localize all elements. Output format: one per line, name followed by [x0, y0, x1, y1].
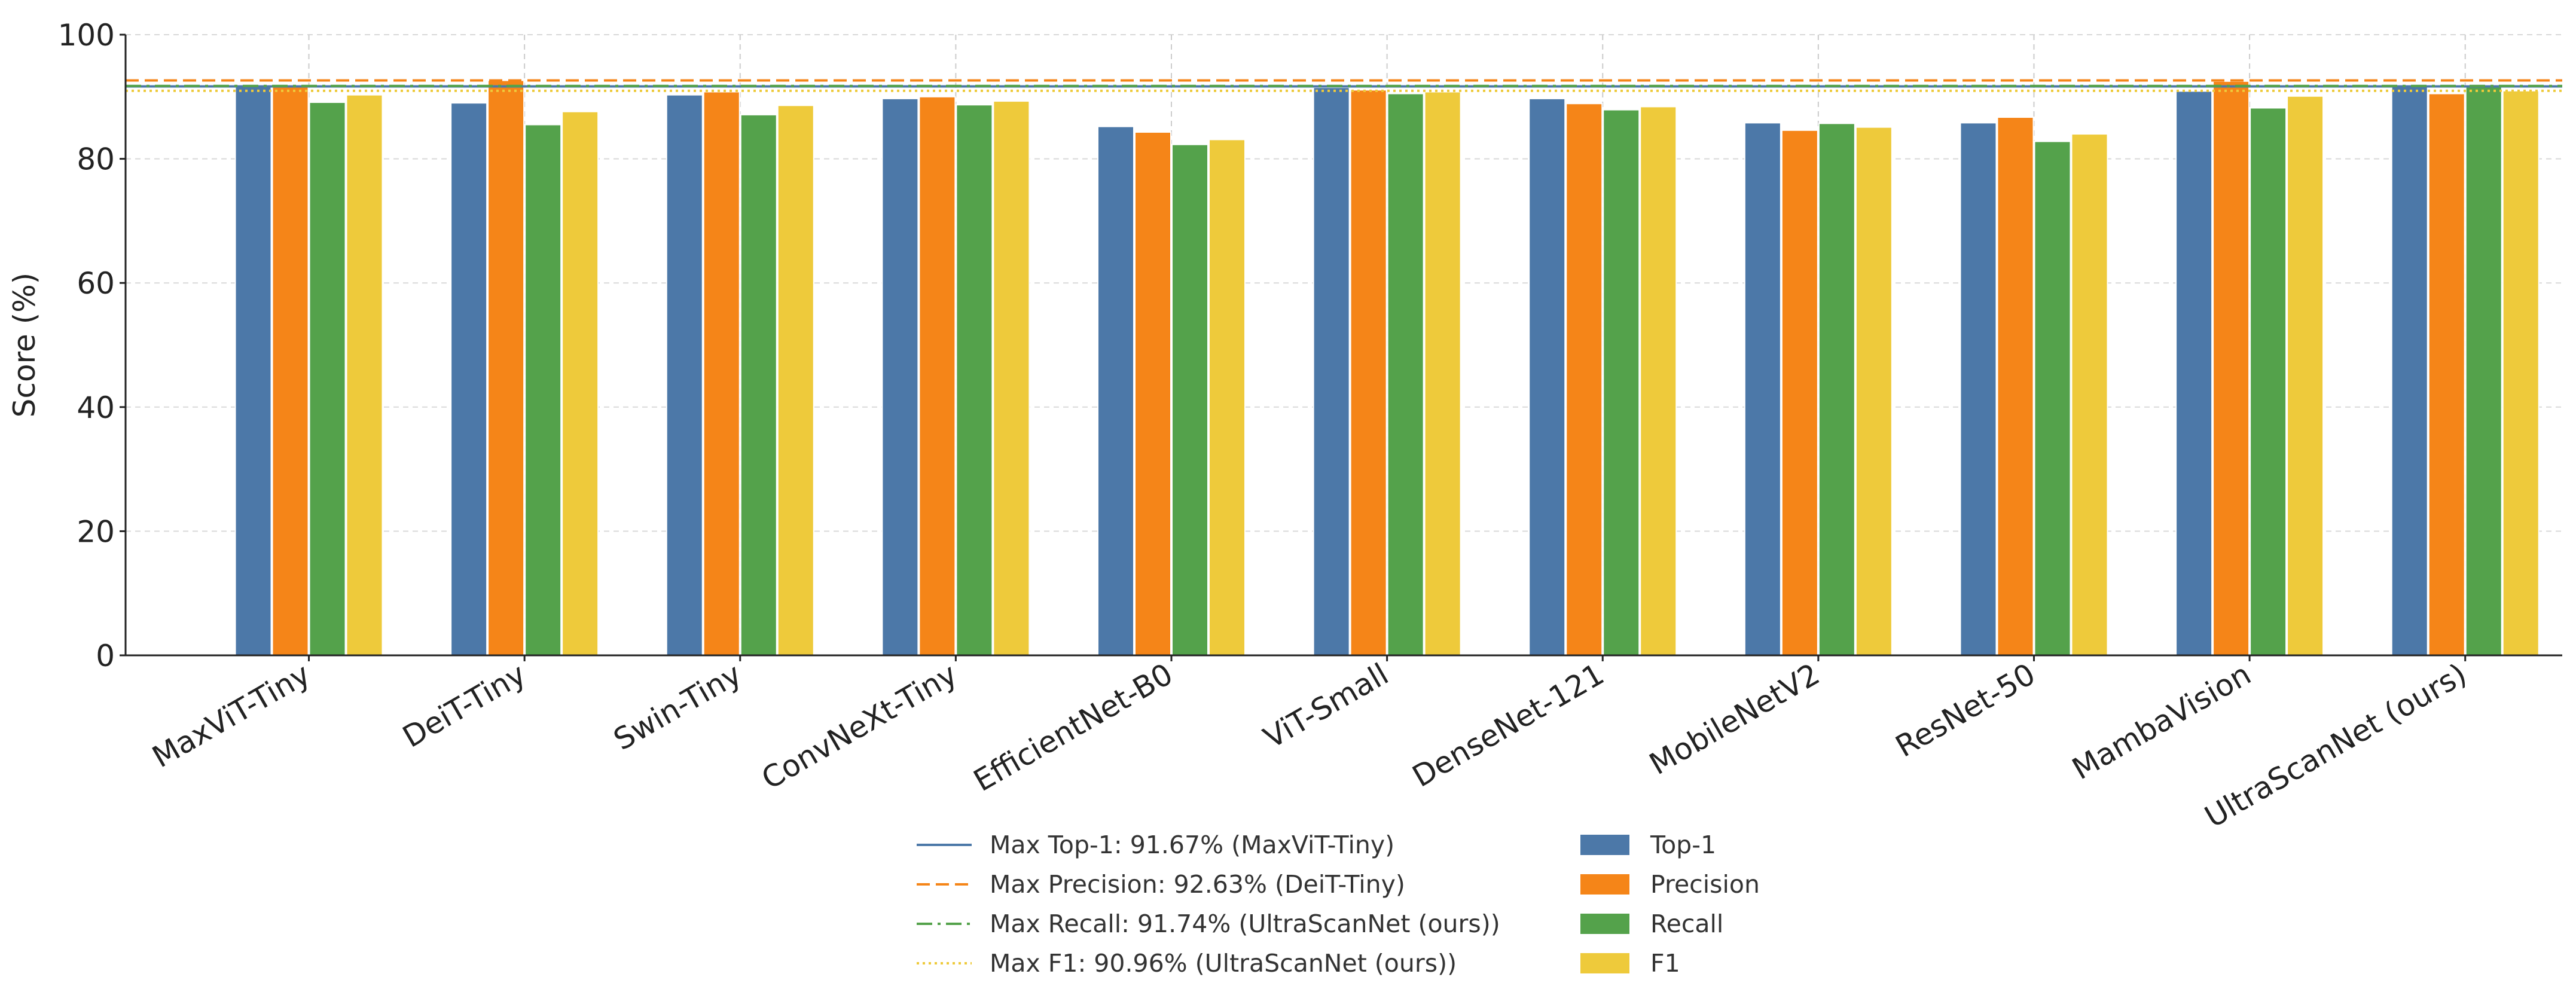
bar-f1 [2502, 90, 2540, 656]
bar-top-1 [1528, 97, 1566, 656]
x-tick-label: EfficientNet-B0 [968, 657, 1179, 798]
legend-color-swatch [1580, 874, 1629, 895]
legend: Max Top-1: 91.67% (MaxViT-Tiny) Max Preci… [917, 831, 1760, 978]
reference-lines-layer [126, 79, 2562, 92]
bar-precision [1997, 117, 2034, 656]
x-tick-label: DenseNet-121 [1406, 657, 1610, 794]
y-axis-label: Score (%) [7, 273, 42, 417]
legend-color-swatch [1580, 953, 1629, 973]
bar-f1 [561, 111, 599, 657]
y-tick-label: 100 [58, 18, 115, 53]
bar-f1 [346, 94, 383, 657]
legend-label: Max Recall: 91.74% (UltraScanNet (ours)) [990, 909, 1500, 938]
bar-precision [487, 80, 525, 656]
y-tick-label: 20 [77, 514, 115, 549]
legend-label: Top-1 [1650, 831, 1716, 859]
bar-recall [1171, 144, 1209, 656]
bar-precision [1134, 131, 1172, 656]
legend-label: Max Top-1: 91.67% (MaxViT-Tiny) [990, 831, 1394, 859]
bar-precision [1350, 89, 1387, 656]
bar-recall [1387, 93, 1424, 657]
bar-top-1 [1097, 126, 1135, 656]
bar-recall [956, 104, 993, 656]
bar-f1 [993, 100, 1030, 657]
bar-precision [1565, 103, 1603, 656]
x-tick-label: DeiT-Tiny [397, 657, 532, 755]
bar-precision [2212, 80, 2250, 657]
y-tick-label: 0 [96, 639, 115, 673]
bar-f1 [1208, 139, 1246, 656]
bar-precision [1781, 129, 1818, 657]
bar-recall [2250, 107, 2287, 656]
legend-label: Precision [1650, 870, 1760, 899]
legend-color-swatch [1580, 914, 1629, 934]
bar-f1 [1424, 91, 1461, 657]
bar-top-1 [450, 102, 488, 656]
legend-color-swatch [1580, 835, 1629, 855]
bar-top-1 [2175, 90, 2213, 656]
x-tick-label: ViT-Small [1258, 657, 1394, 755]
bar-precision [918, 96, 956, 657]
bar-f1 [2071, 133, 2108, 656]
bar-top-1 [1313, 87, 1350, 657]
legend-label: Max F1: 90.96% (UltraScanNet (ours)) [990, 949, 1457, 978]
bar-top-1 [234, 86, 272, 656]
y-tick-label: 80 [77, 142, 115, 177]
bar-top-1 [1960, 122, 1997, 656]
legend-label: Max Precision: 92.63% (DeiT-Tiny) [990, 870, 1405, 899]
bar-top-1 [1744, 122, 1781, 656]
x-tick-label: ResNet-50 [1890, 657, 2041, 764]
bar-recall [740, 114, 777, 657]
legend-label: Recall [1650, 909, 1723, 938]
x-tick-label: ConvNeXt-Tiny [756, 657, 963, 796]
bar-top-1 [881, 97, 919, 656]
bar-precision [2428, 93, 2465, 657]
x-tick-label: Swin-Tiny [608, 657, 747, 757]
bar-recall [1603, 109, 1640, 656]
bar-f1 [1640, 106, 1677, 656]
bar-recall [2034, 141, 2071, 656]
bar-precision [703, 91, 740, 657]
bar-recall [2465, 85, 2502, 657]
bar-f1 [1855, 126, 1893, 657]
bars-layer [234, 80, 2540, 657]
bar-recall [309, 102, 346, 656]
x-tick-label: MaxViT-Tiny [146, 657, 316, 774]
x-tick-label: MobileNetV2 [1644, 657, 1826, 782]
y-tick-label: 40 [77, 390, 115, 425]
bar-top-1 [2391, 86, 2428, 656]
bar-recall [524, 124, 562, 656]
bar-f1 [777, 105, 814, 657]
bar-top-1 [666, 94, 703, 657]
bar-recall [1818, 123, 1855, 656]
bar-precision [271, 86, 309, 657]
legend-label: F1 [1650, 949, 1680, 978]
y-tick-label: 60 [77, 266, 115, 301]
bar-f1 [2287, 95, 2324, 656]
x-tick-label: MambaVision [2067, 657, 2257, 786]
